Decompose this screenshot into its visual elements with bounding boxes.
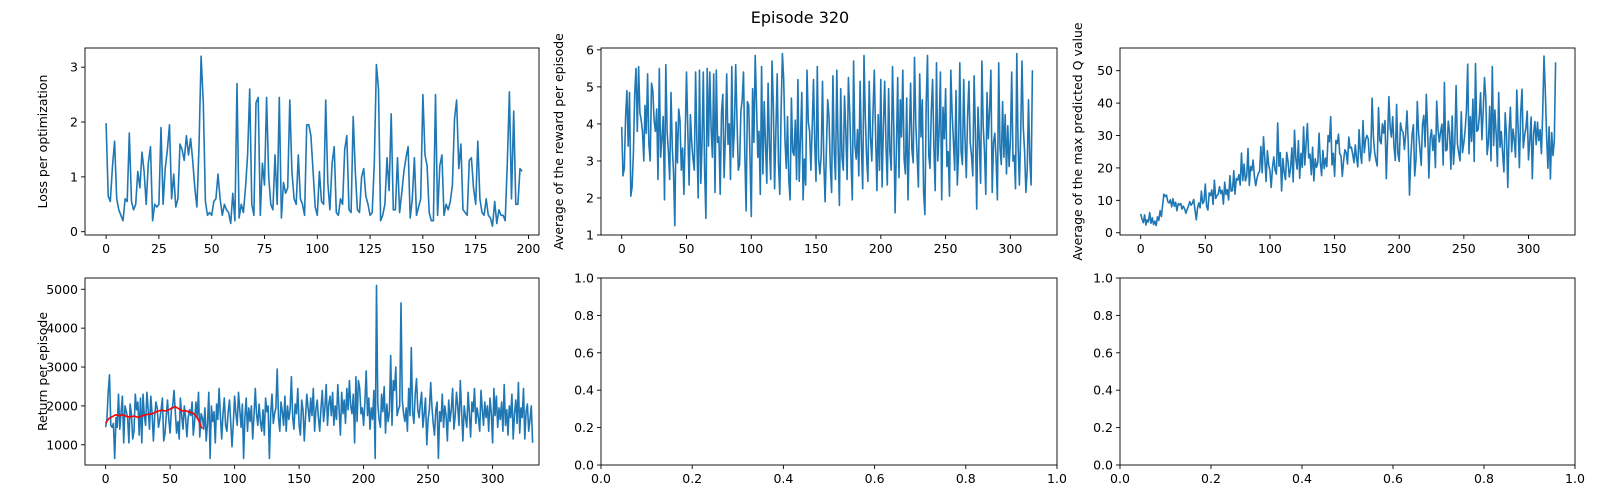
subplot-6-xtick-label: 0.6 [1383,471,1403,486]
subplot-4: 0 50 100 150 200 250 300 1000 2000 3000 4000 5000 Re… [35,277,540,486]
subplot-4-xtick-label: 50 [162,471,178,486]
subplot-2: 0 50 100 150 200 250 300 1 2 3 4 5 6 Average of the r… [551,33,1058,256]
subplot-6-ytick-label: 1.0 [1093,271,1113,286]
subplot-4-ytick-label: 4000 [46,321,78,336]
subplot-6-ytick-label: 0.4 [1093,383,1113,398]
subplot-6: 0.0 0.2 0.4 0.6 0.8 1.0 0.0 0.2 0.4 0.6 0.8 1.0 [1093,271,1585,487]
subplot-6-xtick-label: 1.0 [1565,471,1585,486]
figure-suptitle: Episode 320 [751,8,849,27]
subplot-3-frame [1119,47,1576,236]
subplot-4-xtick-label: 300 [481,471,505,486]
subplot-1: 0 25 50 75 100 125 150 175 200 0 1 2 3 Loss per optim… [35,47,541,256]
subplot-6-ytick-label: 0.8 [1093,308,1113,323]
subplot-5-frame [600,277,1058,466]
subplot-5-xtick-label: 0.4 [773,471,793,486]
subplot-4-ytick-label: 1000 [46,437,78,452]
subplot-3-xtick-label: 100 [1258,241,1282,256]
subplot-4-series-2-line [104,405,204,430]
subplot-3-ytick-label: 0 [1105,225,1113,240]
subplot-1-xtick-label: 100 [305,241,329,256]
subplot-2-xtick-label: 250 [934,241,958,256]
subplot-1-xtick-label: 75 [257,241,273,256]
subplot-2-xtick-label: 50 [679,241,695,256]
subplot-4-series-1-line [104,284,534,460]
subplot-5-ytick-label: 0.8 [574,308,594,323]
subplot-5-xtick-label: 1.0 [1047,471,1067,486]
subplot-5-xtick-label: 0.8 [956,471,976,486]
subplot-5-ytick-label: 1.0 [574,271,594,286]
subplot-4-xtick-label: 100 [223,471,247,486]
subplot-6-frame [1119,277,1576,466]
subplot-2-ytick-label: 4 [586,116,594,131]
subplot-5-xtick-label: 0.0 [591,471,611,486]
subplot-5: 0.0 0.2 0.4 0.6 0.8 1.0 0.0 0.2 0.4 0.6 0.8 1.0 [574,271,1067,487]
subplot-1-ytick-label: 2 [70,115,78,130]
subplot-3-ytick-label: 50 [1097,63,1113,78]
subplot-2-ytick-label: 1 [586,228,594,243]
subplot-3-xtick-label: 250 [1452,241,1476,256]
subplot-6-ytick-label: 0.2 [1093,420,1113,435]
subplot-6-xtick-label: 0.0 [1110,471,1130,486]
subplot-2-xtick-label: 150 [804,241,828,256]
subplot-3-xtick-label: 200 [1387,241,1411,256]
subplot-2-ytick-label: 2 [586,190,594,205]
subplot-1-xtick-label: 50 [204,241,220,256]
subplot-1-xtick-label: 0 [102,241,110,256]
subplot-3-ylabel: Average of the max predicted Q value [1070,22,1085,261]
subplot-5-xtick-label: 0.2 [682,471,702,486]
subplot-5-ytick-label: 0.0 [574,458,594,473]
subplot-1-xtick-label: 175 [464,241,488,256]
subplot-3-xtick-label: 300 [1517,241,1541,256]
subplot-1-xtick-label: 200 [517,241,541,256]
subplot-2-xtick-label: 300 [998,241,1022,256]
subplot-1-series-1-line [105,55,523,227]
subplot-1-xtick-label: 150 [411,241,435,256]
subplot-4-ytick-label: 3000 [46,360,78,375]
subplot-2-ylabel: Average of the reward per episode [551,33,566,250]
subplot-5-ytick-label: 0.2 [574,420,594,435]
subplot-3-series-1-line [1139,55,1557,227]
subplot-6-ytick-label: 0.0 [1093,458,1113,473]
subplot-2-xtick-label: 0 [618,241,626,256]
subplot-2-series-1-line [620,52,1034,227]
subplot-2-ytick-label: 5 [586,79,594,94]
subplot-3-ytick-label: 20 [1097,160,1113,175]
subplot-3: 0 50 100 150 200 250 300 0 10 20 30 40 50 Average of … [1070,22,1576,261]
subplot-4-xtick-label: 200 [352,471,376,486]
subplot-5-ytick-label: 0.4 [574,383,594,398]
subplot-1-ylabel: Loss per optimization [35,75,50,209]
subplot-1-xtick-label: 25 [151,241,167,256]
subplot-4-xtick-label: 250 [416,471,440,486]
subplot-4-ylabel: Return per episode [35,312,50,431]
subplot-2-ytick-label: 3 [586,153,594,168]
subplot-5-xtick-label: 0.6 [865,471,885,486]
subplot-4-ytick-label: 5000 [46,282,78,297]
subplot-6-xtick-label: 0.4 [1292,471,1312,486]
subplot-6-ytick-label: 0.6 [1093,345,1113,360]
subplot-6-xtick-label: 0.8 [1474,471,1494,486]
subplot-1-frame [84,47,540,236]
subplot-3-xtick-label: 50 [1197,241,1213,256]
subplot-3-ytick-label: 10 [1097,193,1113,208]
subplot-6-xtick-label: 0.2 [1201,471,1221,486]
subplot-3-xtick-label: 0 [1137,241,1145,256]
subplot-3-ytick-label: 40 [1097,96,1113,111]
subplot-1-ytick-label: 1 [70,169,78,184]
subplot-5-ytick-label: 0.6 [574,345,594,360]
subplot-4-frame [84,277,540,466]
subplot-4-xtick-label: 0 [102,471,110,486]
subplot-2-xtick-label: 100 [739,241,763,256]
subplot-4-ytick-label: 2000 [46,398,78,413]
subplot-2-ytick-label: 6 [586,42,594,57]
subplot-4-xtick-label: 150 [287,471,311,486]
subplot-2-xtick-label: 200 [869,241,893,256]
subplot-3-xtick-label: 150 [1323,241,1347,256]
subplot-3-ytick-label: 30 [1097,128,1113,143]
subplot-1-ytick-label: 3 [70,60,78,75]
subplot-2-frame [600,47,1058,236]
subplot-1-xtick-label: 125 [358,241,382,256]
subplot-1-ytick-label: 0 [70,224,78,239]
